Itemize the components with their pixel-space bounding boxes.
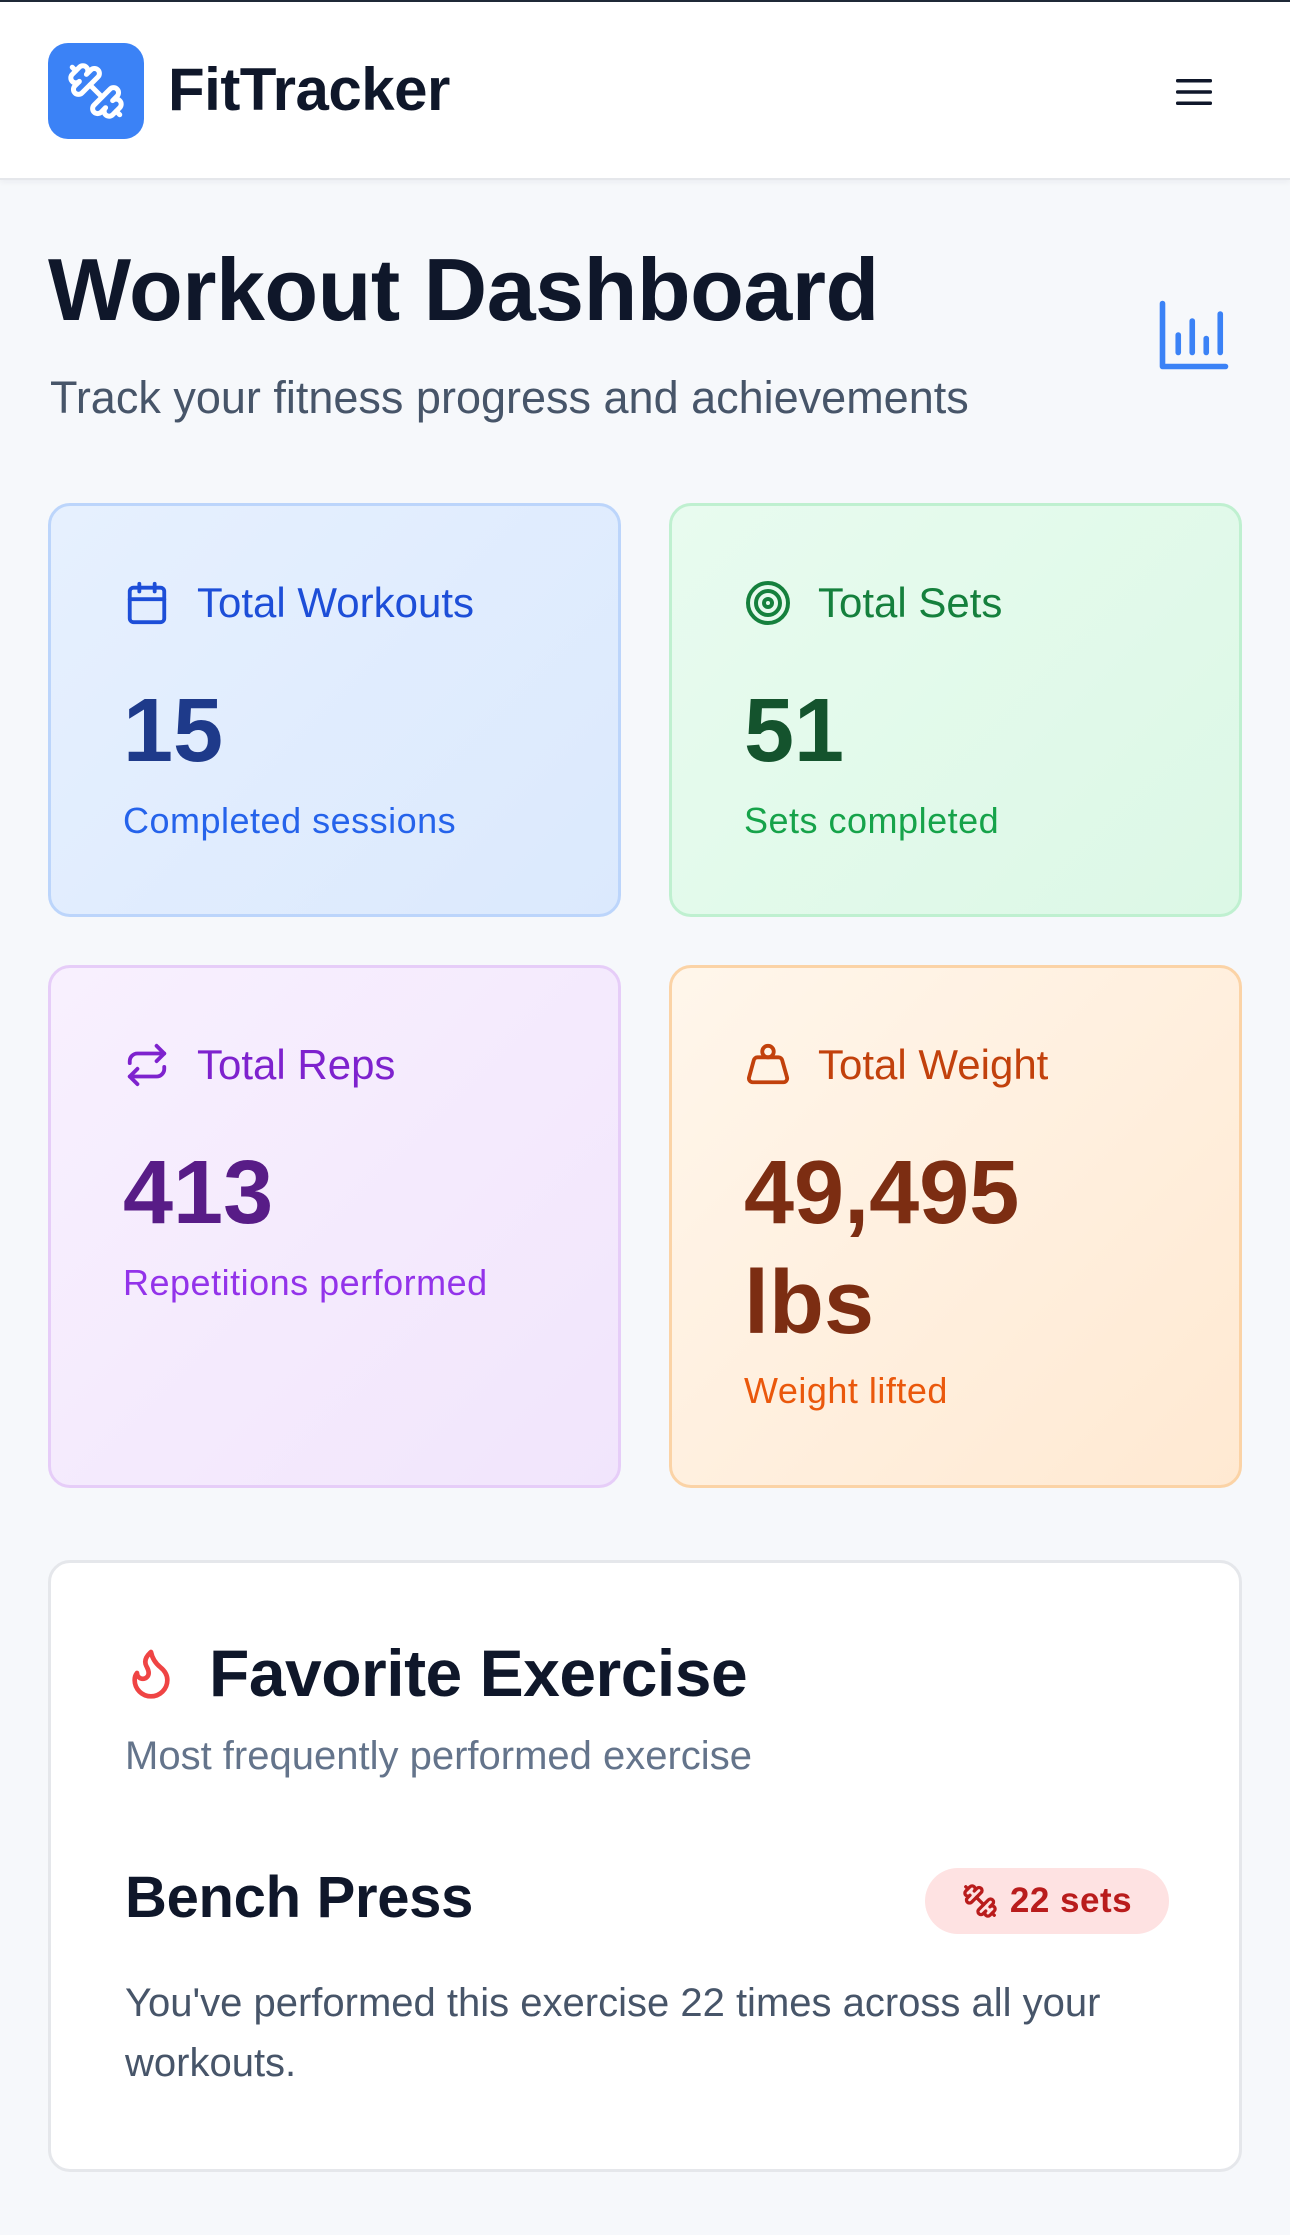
stat-label: Total Workouts — [197, 579, 474, 626]
stat-value: 15 — [123, 681, 224, 781]
stat-card-sets[interactable]: Total Sets 51 Sets completed — [669, 503, 1242, 917]
hamburger-menu-icon — [1176, 79, 1212, 105]
stat-label: Total Weight — [818, 1041, 1049, 1088]
stat-value: 51 — [744, 681, 845, 781]
repeat-icon — [127, 1043, 167, 1087]
stat-value: 49,495 lbs — [744, 1138, 1019, 1358]
stat-card-header: Total Sets — [744, 578, 1002, 628]
calendar-icon — [127, 581, 167, 625]
flame-icon — [132, 1649, 170, 1699]
dumbbell-icon — [963, 1884, 997, 1918]
stat-caption: Completed sessions — [123, 800, 457, 841]
stat-caption: Weight lifted — [744, 1370, 948, 1411]
stat-value-number: 49,495 — [744, 1143, 1020, 1243]
stat-card-reps[interactable]: Total Reps 413 Repetitions performed — [48, 965, 621, 1488]
page-title: Workout Dashboard — [48, 240, 879, 339]
stat-label: Total Reps — [197, 1041, 396, 1088]
stat-card-workouts[interactable]: Total Workouts 15 Completed sessions — [48, 503, 621, 917]
favorite-exercise-header: Favorite Exercise — [123, 1633, 748, 1713]
stat-caption: Sets completed — [744, 800, 1000, 841]
sets-badge-label: 22 sets — [1009, 1881, 1133, 1920]
stat-card-header: Total Reps — [123, 1040, 395, 1090]
dumbbell-icon — [68, 63, 124, 119]
app-header: FitTracker — [0, 0, 1290, 180]
target-icon — [746, 581, 790, 625]
stat-card-weight[interactable]: Total Weight 49,495 lbs Weight lifted — [669, 965, 1242, 1488]
exercise-description: You've performed this exercise 22 times … — [125, 1981, 1101, 2085]
exercise-name: Bench Press — [125, 1865, 474, 1930]
menu-button[interactable] — [1162, 68, 1226, 116]
stat-caption: Repetitions performed — [123, 1262, 488, 1303]
app-logo[interactable] — [48, 43, 144, 139]
page-subtitle: Track your fitness progress and achievem… — [50, 372, 969, 423]
stat-value: 413 — [123, 1143, 274, 1243]
stats-button[interactable] — [1150, 290, 1238, 380]
app-title[interactable]: FitTracker — [168, 56, 450, 123]
stat-value-unit: lbs — [744, 1253, 875, 1353]
favorite-exercise-title: Favorite Exercise — [209, 1636, 748, 1710]
favorite-exercise-subtitle: Most frequently performed exercise — [125, 1734, 752, 1778]
favorite-exercise-card: Favorite Exercise Most frequently perfor… — [48, 1560, 1242, 2172]
weight-icon — [747, 1043, 790, 1085]
sets-badge: 22 sets — [925, 1868, 1169, 1934]
bar-chart-icon — [1159, 300, 1229, 370]
stat-card-header: Total Weight — [744, 1040, 1048, 1090]
stat-label: Total Sets — [818, 579, 1003, 626]
stat-card-header: Total Workouts — [123, 578, 474, 628]
